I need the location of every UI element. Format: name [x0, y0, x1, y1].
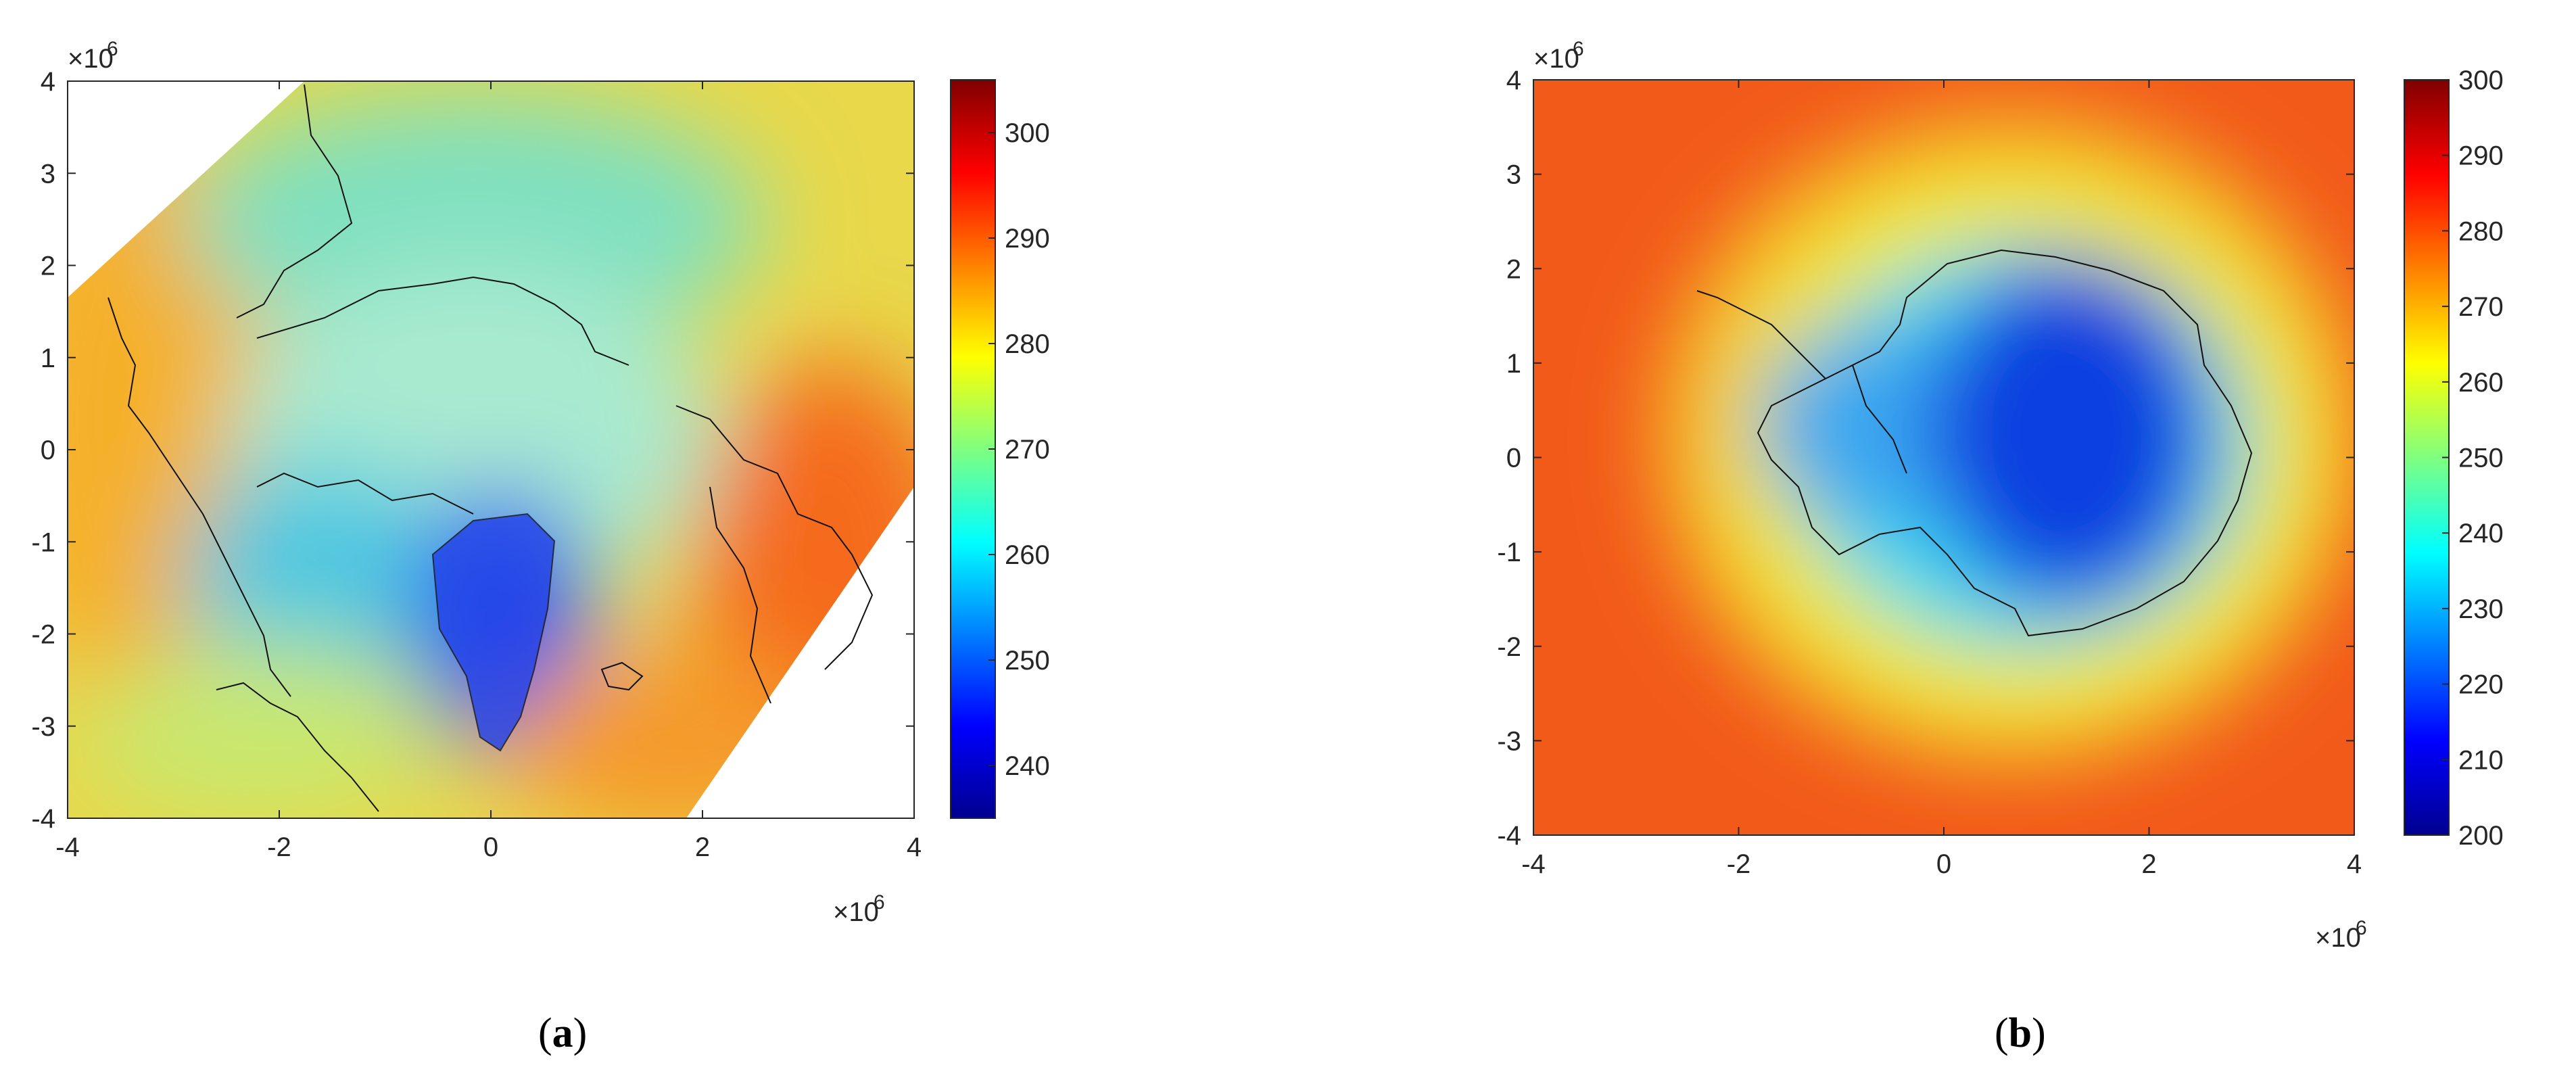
y-tick-label-b: 0 [1506, 444, 1521, 473]
y-tick-label-a: 0 [41, 435, 55, 465]
x-tick-label-a: 4 [907, 832, 922, 862]
y-tick-label-a: 4 [41, 67, 55, 97]
y-tick-label-b: 3 [1506, 160, 1521, 190]
x-tick-label-b: 4 [2347, 849, 2362, 879]
x-multiplier-a: ×10 [833, 897, 879, 927]
y-ticks-b: 4 3 2 1 0 -1 -2 -3 -4 [1497, 66, 2354, 851]
north-america-region [81, 642, 433, 818]
antarctic-peninsula [1696, 290, 1826, 379]
x-ticks-a: -4 -2 0 2 4 [55, 81, 922, 862]
colorbar-tick-label-b: 270 [2458, 292, 2504, 322]
colorbar-tick-label-a: 270 [1005, 435, 1050, 465]
x-tick-label-a: 2 [695, 832, 710, 862]
y-multiplier-b: ×10 [1533, 44, 1579, 74]
siberia-region [183, 95, 764, 352]
colorbar-tick-label-b: 300 [2458, 66, 2504, 95]
x-ticks-b: -4 -2 0 2 4 [1521, 80, 2362, 879]
y-tick-label-a: -2 [31, 620, 55, 650]
colorbar-tick-label-b: 220 [2458, 670, 2504, 700]
y-multiplier-exp-b: 6 [1573, 38, 1584, 60]
chart-panel-a: -4 -2 0 2 4 4 3 2 1 0 -1 -2 -3 -4 ×10 6 ×10 6 300 290… [31, 38, 1050, 1056]
colorbar-tick-label-a: 300 [1005, 118, 1050, 148]
y-tick-label-b: -2 [1497, 632, 1521, 662]
west-antarctica-region [1758, 325, 1974, 527]
x-tick-label-b: 2 [2141, 849, 2156, 879]
colorbar-tick-label-a: 290 [1005, 224, 1050, 254]
colorbar-ticks-b: 300 290 280 270 260 250 240 230 220 210 200 [2442, 66, 2504, 851]
y-tick-label-b: -1 [1497, 538, 1521, 567]
panel-label-b: (b) [1995, 1010, 2046, 1056]
panel-label-a: (a) [538, 1010, 587, 1056]
colorbar-tick-label-b: 210 [2458, 745, 2504, 775]
x-multiplier-exp-a: 6 [874, 891, 885, 914]
east-antarctica-plateau [1927, 257, 2211, 609]
y-tick-label-b: -3 [1497, 726, 1521, 756]
y-tick-label-b: 2 [1506, 254, 1521, 284]
y-tick-label-a: -4 [31, 804, 55, 834]
colorbar-tick-label-b: 280 [2458, 216, 2504, 246]
colorbar-tick-label-a: 260 [1005, 540, 1050, 570]
y-tick-label-a: -3 [31, 712, 55, 742]
colorbar-tick-label-b: 240 [2458, 519, 2504, 548]
antarctica-outline [1757, 249, 2253, 637]
x-tick-label-b: -2 [1727, 849, 1751, 879]
x-tick-label-a: -2 [267, 832, 291, 862]
colorbar-tick-label-a: 280 [1005, 329, 1050, 359]
x-tick-label-a: 0 [483, 832, 498, 862]
colorbar-ticks-a: 300 290 280 270 260 250 240 [988, 118, 1050, 781]
y-tick-label-b: -4 [1497, 821, 1521, 851]
ice-shelf [1852, 364, 1907, 474]
temperature-field-a [68, 81, 914, 818]
y-tick-label-a: -1 [31, 527, 55, 557]
y-tick-label-a: 2 [41, 252, 55, 281]
y-tick-label-b: 1 [1506, 349, 1521, 379]
colorbar-tick-label-a: 250 [1005, 646, 1050, 676]
coastlines-a [108, 84, 874, 812]
y-tick-label-a: 3 [41, 159, 55, 189]
greenland-ice-sheet [431, 513, 556, 752]
colorbar-tick-label-a: 240 [1005, 751, 1050, 781]
y-multiplier-a: ×10 [68, 44, 114, 74]
y-multiplier-exp-a: 6 [107, 38, 118, 60]
colorbar-tick-label-b: 290 [2458, 141, 2504, 171]
y-ticks-a: 4 3 2 1 0 -1 -2 -3 -4 [31, 67, 914, 834]
colorbar-tick-label-b: 230 [2458, 594, 2504, 624]
x-tick-label-b: -4 [1521, 849, 1546, 879]
x-tick-label-b: 0 [1936, 849, 1951, 879]
canadian-archipelago-region [183, 460, 453, 690]
colorbar-tick-label-b: 250 [2458, 444, 2504, 473]
colorbar-b [2404, 79, 2450, 836]
y-tick-label-a: 1 [41, 344, 55, 373]
x-multiplier-b: ×10 [2315, 923, 2361, 953]
x-tick-label-a: -4 [55, 832, 80, 862]
colorbar-a [950, 79, 996, 819]
x-multiplier-exp-b: 6 [2356, 917, 2367, 939]
colorbar-tick-label-b: 260 [2458, 368, 2504, 398]
colorbar-tick-label-b: 200 [2458, 821, 2504, 851]
temperature-field-b [1533, 80, 2354, 835]
y-tick-label-b: 4 [1506, 66, 1521, 95]
